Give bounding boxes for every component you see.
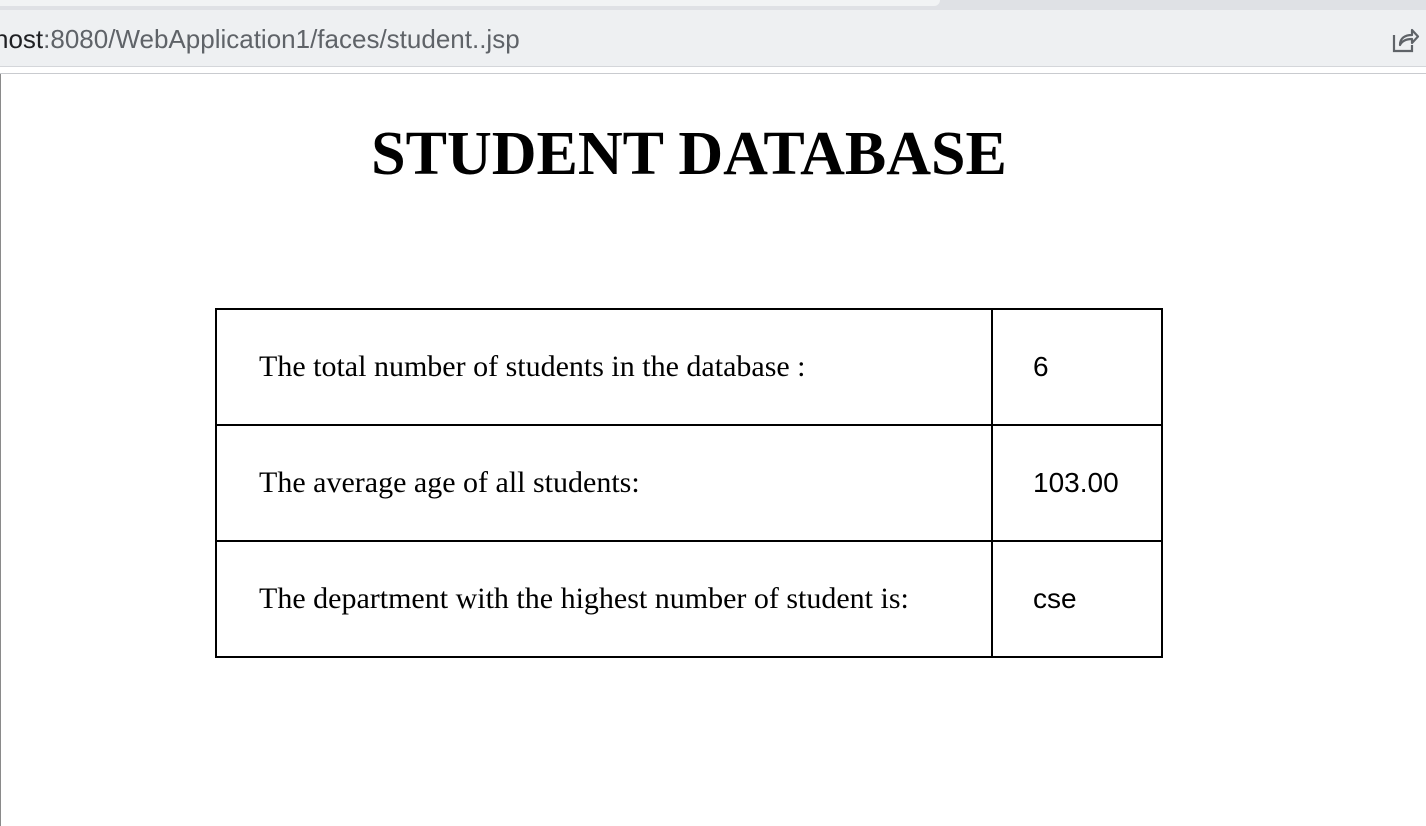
- page-title: STUDENT DATABASE: [371, 120, 1007, 188]
- table-row: The total number of students in the data…: [215, 308, 1163, 426]
- top-department-value: cse: [991, 540, 1163, 658]
- share-icon[interactable]: [1390, 25, 1420, 55]
- url-host: nost: [0, 24, 44, 54]
- stats-table: The total number of students in the data…: [215, 308, 1163, 658]
- average-age-label: The average age of all students:: [215, 424, 993, 542]
- toolbar-divider: [0, 73, 1426, 74]
- total-students-label: The total number of students in the data…: [215, 308, 993, 426]
- total-students-value: 6: [991, 308, 1163, 426]
- url-path: :8080/WebApplication1/faces/student..jsp: [43, 24, 520, 54]
- table-row: The average age of all students: 103.00: [215, 424, 1163, 542]
- table-row: The department with the highest number o…: [215, 540, 1163, 658]
- top-department-value-text: cse: [1033, 583, 1077, 614]
- top-department-label: The department with the highest number o…: [215, 540, 993, 658]
- address-bar[interactable]: nost:8080/WebApplication1/faces/student.…: [0, 10, 1426, 67]
- tab-strip: [0, 0, 1426, 10]
- url-text[interactable]: nost:8080/WebApplication1/faces/student.…: [0, 23, 520, 55]
- active-tab[interactable]: [0, 0, 940, 6]
- average-age-value: 103.00: [991, 424, 1163, 542]
- average-age-value-text: 103.00: [1033, 467, 1119, 498]
- total-students-value-text: 6: [1033, 351, 1049, 382]
